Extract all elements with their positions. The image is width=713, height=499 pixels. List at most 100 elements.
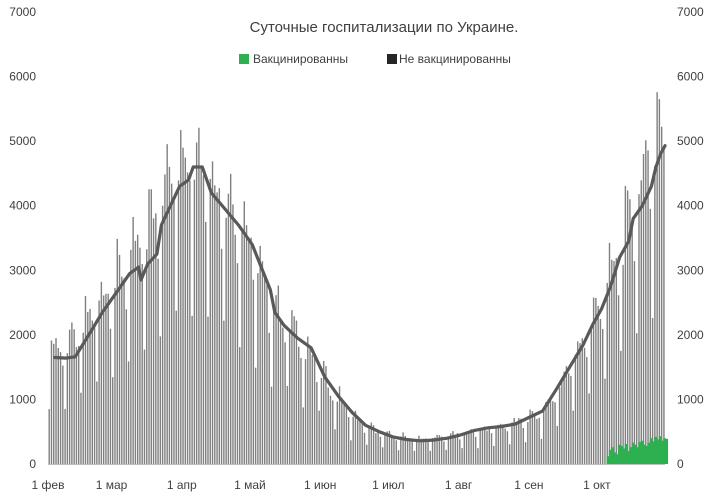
bar-unvaccinated	[574, 354, 577, 464]
bar-unvaccinated	[261, 261, 264, 464]
bar-unvaccinated	[311, 354, 314, 464]
bar-unvaccinated	[316, 382, 318, 464]
bar-unvaccinated	[195, 142, 198, 465]
x-tick-label: 1 авг	[445, 478, 473, 492]
bar-unvaccinated	[304, 359, 307, 464]
bar-unvaccinated	[295, 320, 298, 464]
bar-unvaccinated	[227, 193, 230, 464]
bar-unvaccinated	[134, 240, 137, 464]
bar-unvaccinated	[447, 438, 450, 464]
bar-unvaccinated	[611, 259, 613, 464]
bar-unvaccinated	[93, 327, 96, 464]
bar-unvaccinated	[200, 166, 202, 464]
bar-vaccinated	[620, 445, 623, 464]
bar-unvaccinated	[48, 409, 50, 464]
bar-unvaccinated	[143, 349, 146, 464]
bar-unvaccinated	[336, 401, 338, 464]
bar-unvaccinated	[579, 343, 581, 464]
bar-vaccinated	[647, 442, 650, 464]
bar-unvaccinated	[468, 433, 470, 464]
bar-unvaccinated	[318, 410, 320, 464]
bar-vaccinated	[629, 447, 632, 464]
bar-unvaccinated	[189, 181, 191, 464]
vaccinated-area-layer	[606, 436, 669, 464]
x-axis: 1 фев 1 мар 1 апр 1 май 1 июн 1 июл 1 авг 1 сен…	[32, 464, 665, 492]
bar-unvaccinated	[613, 261, 615, 464]
y-axis-left: 0 1000 2000 3000 4000 5000 6000 7000	[9, 5, 36, 471]
bar-unvaccinated	[118, 254, 121, 464]
bar-unvaccinated	[182, 147, 184, 464]
bar-unvaccinated	[377, 432, 379, 464]
bar-unvaccinated	[411, 440, 413, 464]
bar-unvaccinated	[252, 279, 255, 464]
bar-unvaccinated	[642, 154, 645, 464]
bar-unvaccinated	[658, 99, 661, 464]
bar-vaccinated	[660, 440, 664, 464]
bar-unvaccinated	[636, 333, 638, 464]
bar-unvaccinated	[130, 249, 132, 464]
bar-unvaccinated	[350, 440, 352, 464]
bar-unvaccinated	[286, 386, 289, 464]
bar-vaccinated	[611, 447, 614, 464]
bar-unvaccinated	[370, 422, 373, 464]
bar-unvaccinated	[558, 387, 561, 464]
bar-unvaccinated	[633, 261, 636, 464]
bar-unvaccinated	[631, 226, 633, 464]
bar-unvaccinated	[567, 373, 570, 464]
bar-unvaccinated	[345, 405, 348, 464]
bar-unvaccinated	[96, 381, 98, 464]
bar-unvaccinated	[465, 432, 468, 464]
bar-unvaccinated	[127, 361, 130, 464]
bar-unvaccinated	[431, 437, 434, 464]
bar-unvaccinated	[157, 258, 159, 464]
bar-unvaccinated	[436, 434, 438, 464]
bar-unvaccinated	[533, 414, 536, 464]
bar-unvaccinated	[320, 377, 323, 464]
bar-unvaccinated	[450, 433, 452, 464]
bar-unvaccinated	[543, 406, 545, 464]
bar-unvaccinated	[75, 347, 78, 464]
bar-vaccinated	[633, 444, 637, 464]
bar-unvaccinated	[404, 435, 407, 464]
bar-unvaccinated	[229, 173, 232, 464]
bar-unvaccinated	[508, 444, 511, 464]
bar-unvaccinated	[298, 346, 300, 464]
bar-unvaccinated	[55, 338, 57, 464]
bar-unvaccinated	[341, 400, 343, 464]
bar-unvaccinated	[545, 402, 547, 464]
bar-vaccinated	[649, 438, 653, 464]
bar-unvaccinated	[293, 316, 295, 464]
bar-unvaccinated	[80, 392, 82, 464]
x-tick-label: 1 фев	[32, 478, 65, 492]
bar-unvaccinated	[329, 395, 332, 464]
y-tick-label-left: 6000	[9, 70, 36, 84]
bar-unvaccinated	[434, 437, 436, 464]
bar-unvaccinated	[397, 450, 400, 464]
bar-unvaccinated	[73, 329, 75, 464]
bar-unvaccinated	[381, 447, 384, 464]
bar-unvaccinated	[604, 378, 606, 464]
bar-unvaccinated	[606, 282, 608, 464]
bar-unvaccinated	[406, 438, 409, 464]
bar-unvaccinated	[53, 343, 55, 464]
bar-unvaccinated	[647, 150, 649, 464]
trend-line	[53, 144, 667, 443]
bar-unvaccinated	[159, 336, 162, 464]
bar-unvaccinated	[561, 379, 563, 464]
bar-unvaccinated	[479, 430, 481, 464]
bar-vaccinated	[638, 442, 641, 464]
bar-unvaccinated	[354, 410, 357, 464]
bar-unvaccinated	[402, 432, 404, 464]
bar-unvaccinated	[361, 421, 363, 464]
chart-title: Суточные госпитализации по Украине.	[250, 19, 519, 36]
bar-unvaccinated	[570, 375, 572, 464]
bar-unvaccinated	[273, 306, 275, 464]
y-tick-label-left: 7000	[9, 5, 36, 19]
bar-vaccinated	[624, 443, 628, 464]
bar-unvaccinated	[454, 435, 456, 464]
legend-swatch-unvaccinated	[387, 54, 397, 64]
bar-unvaccinated	[100, 281, 103, 464]
bar-vaccinated	[617, 444, 621, 464]
bar-unvaccinated	[583, 347, 586, 464]
